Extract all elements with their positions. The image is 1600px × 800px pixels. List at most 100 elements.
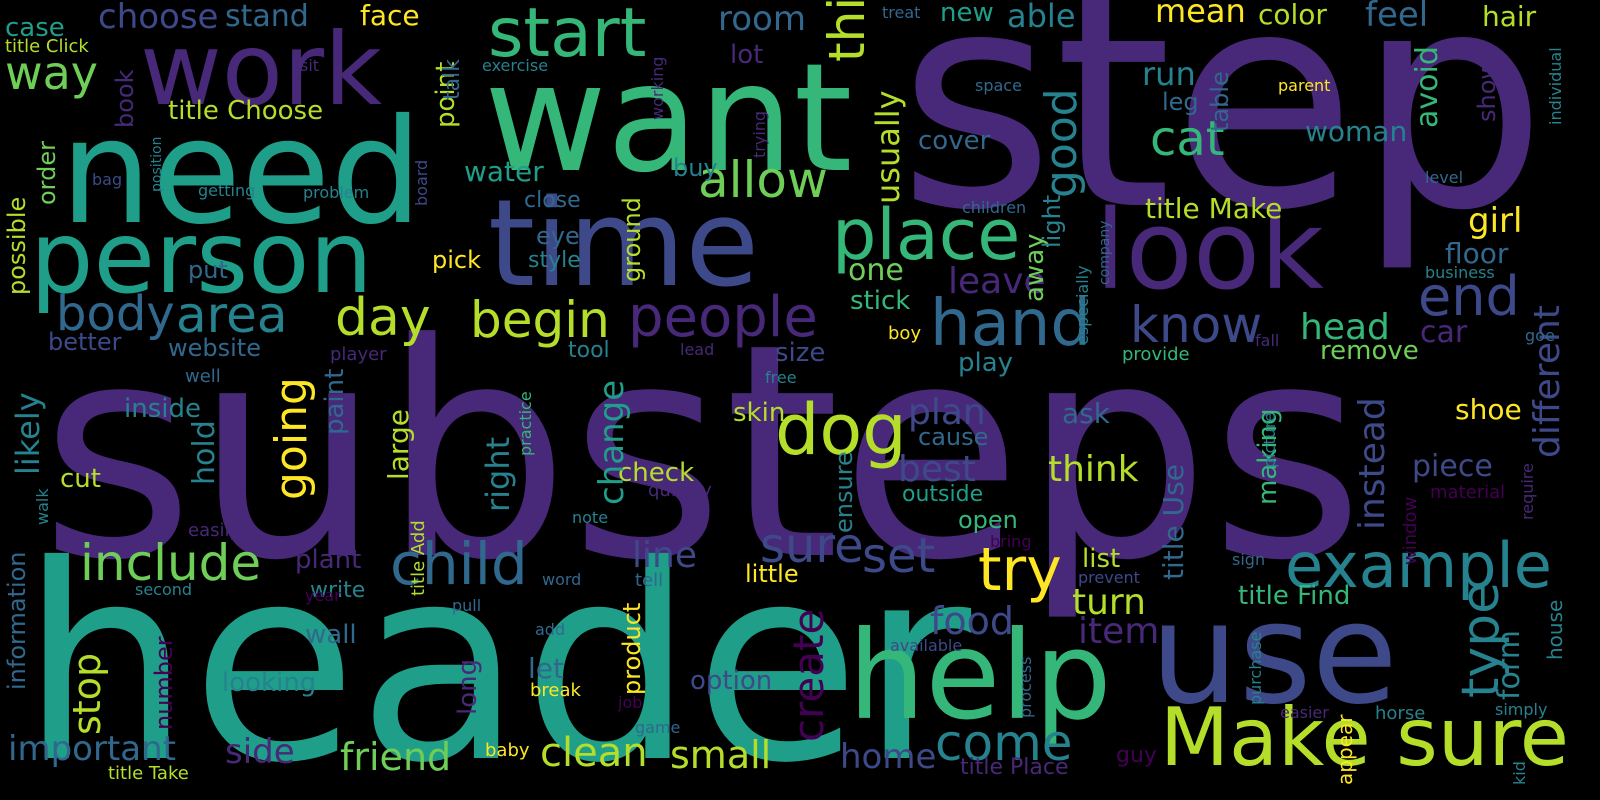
cloud-word: available [890,636,963,655]
cloud-word: baby [485,740,530,761]
cloud-word: year [305,586,341,605]
cloud-word: example [1285,529,1552,602]
cloud-word: well [185,366,221,387]
cloud-word: use [1150,573,1398,736]
cloud-word: side [225,732,295,772]
cloud-word: room [718,0,806,39]
cloud-word: write [310,578,366,603]
cloud-word: header [20,507,972,800]
cloud-word: child [390,530,528,598]
cloud-word: long [453,658,483,715]
cloud-word: begin [470,291,610,349]
cloud-word: tool [568,338,610,363]
cloud-word: word [542,570,582,589]
cloud-word: hand [930,287,1091,361]
cloud-word: let [528,652,564,685]
cloud-word: substeps [40,280,1365,625]
cloud-word: title Take [108,763,189,784]
cloud-word: car [1420,315,1468,350]
cloud-word: order [33,141,61,205]
cloud-word: sure [760,518,864,574]
cloud-word: floor [1445,237,1509,270]
cloud-word: title Place [960,755,1069,780]
cloud-word: purchase [1246,631,1265,705]
cloud-word: plan [908,392,986,433]
cloud-word: working [648,56,667,120]
cloud-word: dog [775,389,907,471]
cloud-word: body [56,286,175,342]
cloud-word: title Use [1157,464,1190,580]
cloud-word: book [111,69,139,129]
cloud-word: getting [198,181,256,200]
cloud-word: hold [187,420,222,485]
cloud-word: one [848,253,904,288]
cloud-word: children [962,198,1027,217]
cloud-word: game [635,718,681,737]
cloud-word: step [898,0,1547,276]
cloud-word: fall [1255,331,1280,350]
cloud-word: good [1036,88,1087,198]
cloud-word: piece [1412,449,1493,484]
cloud-word: kid [1510,761,1529,785]
cloud-word: product [618,602,646,695]
cloud-word: plant [295,545,362,575]
cloud-word: work [140,11,382,128]
cloud-word: show [1473,59,1501,122]
cloud-word: think [1048,449,1139,490]
cloud-word: easily [188,520,241,541]
cloud-word: thing [818,0,876,62]
cloud-word: way [5,46,99,100]
cloud-word: eye [536,222,580,250]
cloud-word: avoid [1410,46,1445,128]
cloud-word: title Find [1238,581,1351,611]
cloud-word: want [484,32,853,206]
cloud-word: cause [918,423,989,451]
cloud-word: player [330,344,387,365]
cloud-word: end [1418,265,1520,328]
cloud-word: stand [225,0,309,34]
cloud-word: position [149,136,165,192]
cloud-word: parent [1278,76,1331,95]
cloud-word: stop [65,652,109,735]
cloud-word: create [784,608,833,742]
cloud-word: title Make [1145,192,1283,225]
cloud-word: turn [1072,582,1146,623]
cloud-word: wall [305,620,357,650]
cloud-word: instead [1352,397,1393,530]
cloud-word: shoe [1455,393,1522,426]
cloud-word: line [632,535,697,576]
cloud-word: play [958,348,1014,378]
cloud-word: lead [680,340,715,359]
cloud-word: set [862,528,936,584]
cloud-word: start [488,0,647,73]
cloud-word: area [176,286,288,344]
cloud-word: picture [1260,412,1279,468]
cloud-word: paint [320,368,350,435]
cloud-word: size [775,338,826,368]
cloud-word: large [382,409,415,480]
cloud-word: business [1425,263,1495,282]
cloud-word: close [524,188,581,213]
cloud-word: cat [1150,111,1225,167]
cloud-word: important [8,729,176,769]
cloud-word: company [1097,220,1113,285]
cloud-word: walk [33,488,52,525]
cloud-word: looking [222,668,317,698]
cloud-word: cover [918,126,991,156]
cloud-word: table [1206,71,1234,132]
cloud-word: add [535,620,566,639]
cloud-word: change [592,379,632,505]
cloud-word: need [60,88,423,257]
cloud-word: going [266,377,317,500]
cloud-word: open [958,506,1018,534]
cloud-word: person [30,199,373,316]
cloud-word: clean [540,730,648,776]
cloud-word: easier [1280,703,1329,722]
cloud-word: light [1038,194,1066,248]
cloud-word: time [488,175,760,314]
cloud-word: tell [635,570,664,591]
cloud-word: free [765,368,797,387]
cloud-word: form [1492,630,1527,700]
cloud-word: goe [1525,326,1555,345]
